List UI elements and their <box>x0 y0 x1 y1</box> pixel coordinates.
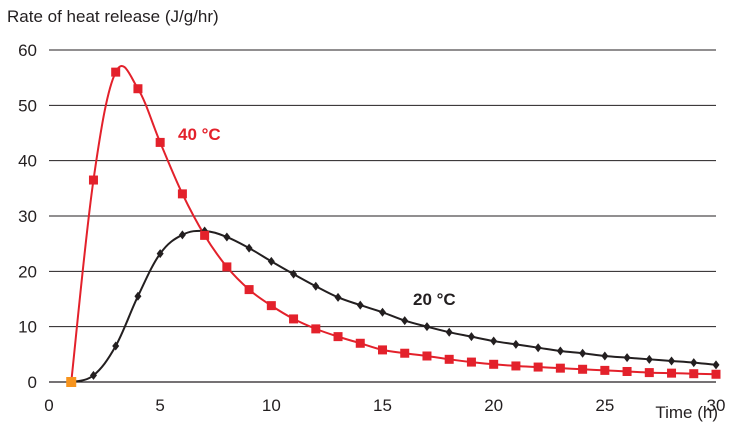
series-markers <box>66 67 721 387</box>
data-point-40c <box>578 364 588 374</box>
x-tick-label: 15 <box>373 396 392 415</box>
data-point-20c <box>334 292 342 302</box>
grid-lines <box>49 49 716 328</box>
x-axis-title: Time (h) <box>655 403 718 422</box>
data-point-40c <box>622 366 632 376</box>
data-point-40c <box>489 359 499 369</box>
data-point-40c <box>644 368 654 378</box>
data-point-20c <box>668 356 676 366</box>
data-point-40c <box>466 357 476 367</box>
data-point-40c <box>200 230 210 240</box>
data-point-20c <box>601 351 609 361</box>
data-point-20c <box>579 348 587 358</box>
data-point-20c <box>645 354 653 364</box>
data-point-40c <box>155 137 165 147</box>
y-axis-title: Rate of heat release (J/g/hr) <box>7 7 219 26</box>
data-point-20c <box>223 232 231 242</box>
data-point-40c <box>266 301 276 311</box>
data-point-20c <box>401 316 409 326</box>
data-point-20c <box>534 343 542 353</box>
y-tick-label: 40 <box>18 152 37 171</box>
data-point-20c <box>712 360 720 370</box>
data-point-20c <box>156 249 164 259</box>
data-point-20c <box>178 230 186 240</box>
data-point-40c <box>333 332 343 342</box>
y-tick-label: 30 <box>18 207 37 226</box>
series-label-20c: 20 °C <box>413 290 456 309</box>
data-point-20c <box>89 370 97 380</box>
data-point-40c <box>111 67 121 77</box>
series-label-40c: 40 °C <box>178 125 221 144</box>
data-point-20c <box>467 332 475 342</box>
x-tick-label: 5 <box>155 396 164 415</box>
data-point-40c <box>422 351 432 361</box>
data-point-20c <box>623 353 631 363</box>
y-tick-label: 60 <box>18 41 37 60</box>
data-point-20c <box>134 291 142 301</box>
data-point-40c <box>400 348 410 358</box>
data-point-40c <box>555 363 565 373</box>
data-point-20c <box>290 269 298 279</box>
data-point-40c <box>378 345 387 355</box>
data-point-20c <box>690 358 698 368</box>
data-point-40c <box>88 175 98 185</box>
data-point-20c <box>445 327 453 337</box>
x-tick-label: 20 <box>484 396 503 415</box>
y-tick-label: 10 <box>18 318 37 337</box>
data-point-20c <box>423 322 431 332</box>
data-point-40c <box>289 314 299 324</box>
series-line-20c <box>70 229 717 383</box>
data-point-40c <box>311 324 321 334</box>
data-point-40c <box>177 189 187 199</box>
data-point-40c <box>355 338 365 348</box>
data-point-40c <box>133 84 143 94</box>
data-point-20c <box>356 300 364 310</box>
y-tick-label: 0 <box>28 373 37 392</box>
data-point-40c <box>222 262 232 272</box>
data-point-20c <box>512 339 520 349</box>
data-point-20c <box>245 243 253 253</box>
series-lines <box>70 65 717 383</box>
tick-labels: 0 10 20 30 40 50 60 0 5 10 15 20 25 30 <box>18 41 725 415</box>
start-point <box>66 377 77 387</box>
data-point-20c <box>112 341 120 351</box>
y-tick-label: 20 <box>18 262 37 281</box>
y-tick-label: 50 <box>18 96 37 115</box>
data-point-40c <box>533 362 543 372</box>
data-point-40c <box>600 365 610 375</box>
data-point-40c <box>667 368 677 378</box>
data-point-20c <box>267 256 275 266</box>
data-point-20c <box>312 281 320 291</box>
data-point-20c <box>490 336 498 346</box>
x-tick-label: 0 <box>44 396 53 415</box>
data-point-40c <box>689 369 699 379</box>
data-point-20c <box>556 346 564 356</box>
x-tick-label: 25 <box>595 396 614 415</box>
data-point-40c <box>244 285 254 295</box>
x-tick-label: 10 <box>262 396 281 415</box>
data-point-40c <box>444 354 454 364</box>
data-point-20c <box>379 307 386 317</box>
x-tick-label: 30 <box>707 396 726 415</box>
data-point-40c <box>711 369 721 379</box>
data-point-40c <box>511 361 521 371</box>
series-line-40c <box>70 65 717 383</box>
